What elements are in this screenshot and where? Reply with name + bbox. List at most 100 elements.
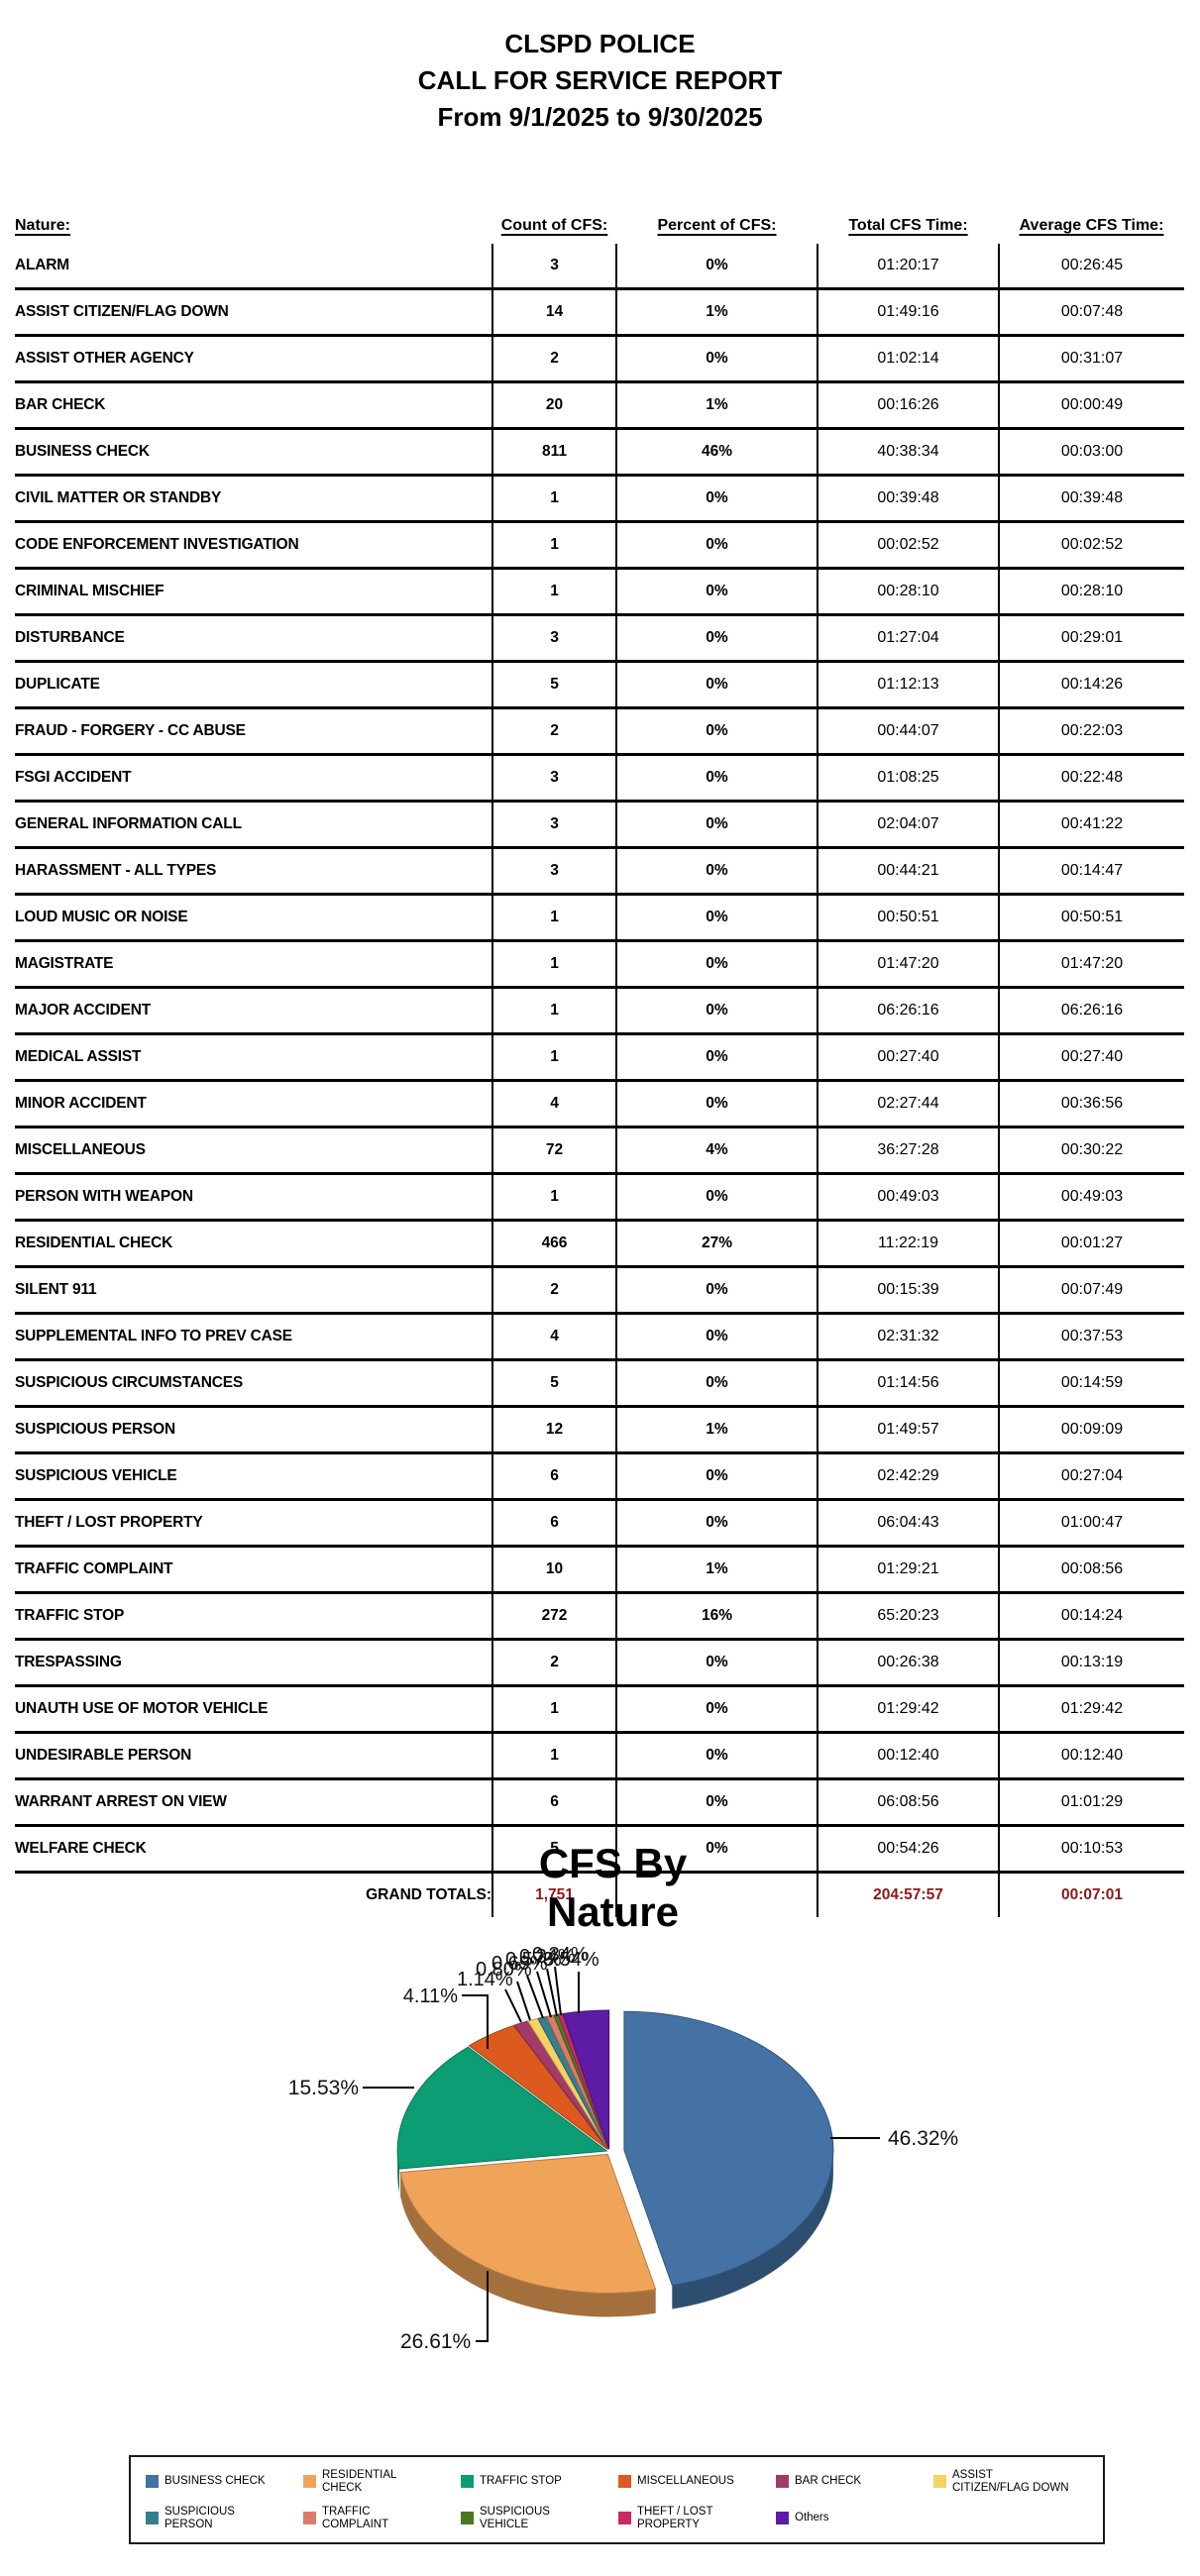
cell-count: 3 bbox=[491, 244, 616, 289]
cell-percent: 0% bbox=[615, 987, 818, 1034]
pie-percent-label: 0.57% bbox=[505, 1949, 562, 1971]
cell-count: 2 bbox=[491, 1639, 616, 1686]
legend-item: MISCELLANEOUS bbox=[618, 2475, 776, 2488]
cell-average: 00:14:24 bbox=[998, 1592, 1184, 1640]
legend-item: THEFT / LOST PROPERTY bbox=[618, 2506, 776, 2531]
table-row: UNAUTH USE OF MOTOR VEHICLE 1 0% 01:29:42 01… bbox=[15, 1685, 1184, 1733]
legend-swatch bbox=[303, 2512, 316, 2524]
cell-percent: 0% bbox=[615, 1639, 818, 1686]
cell-percent: 0% bbox=[615, 1313, 818, 1360]
cell-nature: MINOR ACCIDENT bbox=[15, 1095, 147, 1112]
cell-percent: 0% bbox=[615, 1685, 818, 1733]
cell-percent: 27% bbox=[615, 1220, 818, 1267]
table-row: TRESPASSING 2 0% 00:26:38 00:13:19 bbox=[15, 1639, 1184, 1686]
grand-totals-label: GRAND TOTALS: bbox=[366, 1886, 491, 1903]
cell-percent: 0% bbox=[615, 1080, 818, 1127]
cell-nature: SUSPICIOUS VEHICLE bbox=[15, 1467, 177, 1484]
cell-percent: 0% bbox=[615, 335, 818, 382]
cell-percent: 0% bbox=[615, 614, 818, 662]
cell-total: 00:12:40 bbox=[817, 1732, 999, 1779]
cell-percent: 1% bbox=[615, 288, 818, 336]
cell-count: 1 bbox=[491, 987, 616, 1034]
legend-item: TRAFFIC COMPLAINT bbox=[303, 2506, 461, 2531]
header-total-time: Total CFS Time: bbox=[848, 217, 968, 234]
table-row: TRAFFIC COMPLAINT 10 1% 01:29:21 00:08:56 bbox=[15, 1546, 1184, 1593]
cell-total: 01:14:56 bbox=[817, 1359, 999, 1407]
cell-nature: FRAUD - FORGERY - CC ABUSE bbox=[15, 722, 246, 739]
legend-label: TRAFFIC STOP bbox=[480, 2475, 562, 2487]
table-row: CRIMINAL MISCHIEF 1 0% 00:28:10 00:28:10 bbox=[15, 568, 1184, 615]
cell-total: 06:26:16 bbox=[817, 987, 999, 1034]
cell-total: 00:49:03 bbox=[817, 1173, 999, 1221]
pie-slice-wall bbox=[400, 2172, 656, 2317]
cell-average: 00:41:22 bbox=[998, 801, 1184, 848]
cell-count: 2 bbox=[491, 1266, 616, 1314]
pie-label-leader bbox=[504, 1988, 522, 2023]
table-row: ALARM 3 0% 01:20:17 00:26:45 bbox=[15, 244, 1184, 289]
cell-average: 01:29:42 bbox=[998, 1685, 1184, 1733]
cell-average: 00:10:53 bbox=[998, 1825, 1184, 1873]
chart-title: CFS By Nature bbox=[13, 1839, 1200, 1936]
cell-count: 1 bbox=[491, 940, 616, 988]
cell-percent: 0% bbox=[615, 475, 818, 522]
table-row: DUPLICATE 5 0% 01:12:13 00:14:26 bbox=[15, 661, 1184, 708]
cell-percent: 0% bbox=[615, 1359, 818, 1407]
cell-average: 01:01:29 bbox=[998, 1778, 1184, 1826]
table-row: MAJOR ACCIDENT 1 0% 06:26:16 06:26:16 bbox=[15, 987, 1184, 1034]
cell-nature: SUSPICIOUS PERSON bbox=[15, 1421, 175, 1438]
cell-percent: 0% bbox=[615, 568, 818, 615]
cell-percent: 0% bbox=[615, 1266, 818, 1314]
cell-count: 4 bbox=[491, 1080, 616, 1127]
report-header: CLSPD POLICE CALL FOR SERVICE REPORT Fro… bbox=[0, 26, 1200, 136]
legend-item: TRAFFIC STOP bbox=[461, 2475, 618, 2488]
legend-item: BAR CHECK bbox=[776, 2475, 933, 2488]
cell-nature: DUPLICATE bbox=[15, 676, 100, 693]
legend-label: RESIDENTIAL CHECK bbox=[322, 2468, 396, 2494]
cell-average: 00:39:48 bbox=[998, 475, 1184, 522]
table-row: THEFT / LOST PROPERTY 6 0% 06:04:43 01:00:47 bbox=[15, 1499, 1184, 1547]
cell-percent: 0% bbox=[615, 801, 818, 848]
pie-percent-label: 4.11% bbox=[403, 1986, 458, 2007]
cell-percent: 0% bbox=[615, 847, 818, 895]
cfs-pie-chart: 46.32% 26.61% 15.53% 4.11%1.14%0.80%0.69%0.… bbox=[288, 1944, 958, 2353]
table-row: WARRANT ARREST ON VIEW 6 0% 06:08:56 01:01:2… bbox=[15, 1778, 1184, 1826]
cell-nature: CRIMINAL MISCHIEF bbox=[15, 583, 164, 599]
cell-total: 01:29:21 bbox=[817, 1546, 999, 1593]
pie-label-leader bbox=[462, 1994, 489, 2049]
agency-title: CLSPD POLICE bbox=[504, 29, 696, 58]
cell-count: 1 bbox=[491, 1033, 616, 1081]
pie-slice bbox=[396, 2046, 608, 2170]
pie-slice bbox=[399, 2153, 657, 2294]
cell-count: 3 bbox=[491, 847, 616, 895]
cell-total: 00:39:48 bbox=[817, 475, 999, 522]
table-row: GENERAL INFORMATION CALL 3 0% 02:04:07 00:41… bbox=[15, 801, 1184, 848]
pie-percent-label: 0.69% bbox=[491, 1953, 548, 1975]
table-row: MISCELLANEOUS 72 4% 36:27:28 00:30:22 bbox=[15, 1127, 1184, 1174]
cell-nature: DISTURBANCE bbox=[15, 629, 125, 646]
legend-label: TRAFFIC COMPLAINT bbox=[322, 2505, 389, 2530]
grand-totals-count: 1,751 bbox=[491, 1872, 616, 1917]
cell-percent: 0% bbox=[615, 1732, 818, 1779]
cell-total: 06:04:43 bbox=[817, 1499, 999, 1547]
cell-percent: 16% bbox=[615, 1592, 818, 1640]
cell-average: 00:03:00 bbox=[998, 428, 1184, 476]
table-row: MEDICAL ASSIST 1 0% 00:27:40 00:27:40 bbox=[15, 1033, 1184, 1081]
cell-nature: MAJOR ACCIDENT bbox=[15, 1002, 151, 1019]
cell-percent: 0% bbox=[615, 894, 818, 941]
cell-total: 02:04:07 bbox=[817, 801, 999, 848]
report-date-range: From 9/1/2025 to 9/30/2025 bbox=[437, 102, 763, 132]
cell-nature: UNAUTH USE OF MOTOR VEHICLE bbox=[15, 1700, 269, 1717]
table-row: SUPPLEMENTAL INFO TO PREV CASE 4 0% 02:31:3… bbox=[15, 1313, 1184, 1360]
cell-nature: SUSPICIOUS CIRCUMSTANCES bbox=[15, 1374, 244, 1391]
cell-average: 00:14:26 bbox=[998, 661, 1184, 708]
legend-swatch bbox=[461, 2475, 474, 2488]
cell-average: 00:50:51 bbox=[998, 894, 1184, 941]
cell-percent: 4% bbox=[615, 1127, 818, 1174]
cell-average: 06:26:16 bbox=[998, 987, 1184, 1034]
grand-totals-average: 00:07:01 bbox=[998, 1872, 1184, 1917]
cell-total: 00:28:10 bbox=[817, 568, 999, 615]
grand-totals-percent bbox=[615, 1872, 818, 1917]
cell-count: 1 bbox=[491, 475, 616, 522]
cell-nature: TRAFFIC STOP bbox=[15, 1607, 125, 1624]
